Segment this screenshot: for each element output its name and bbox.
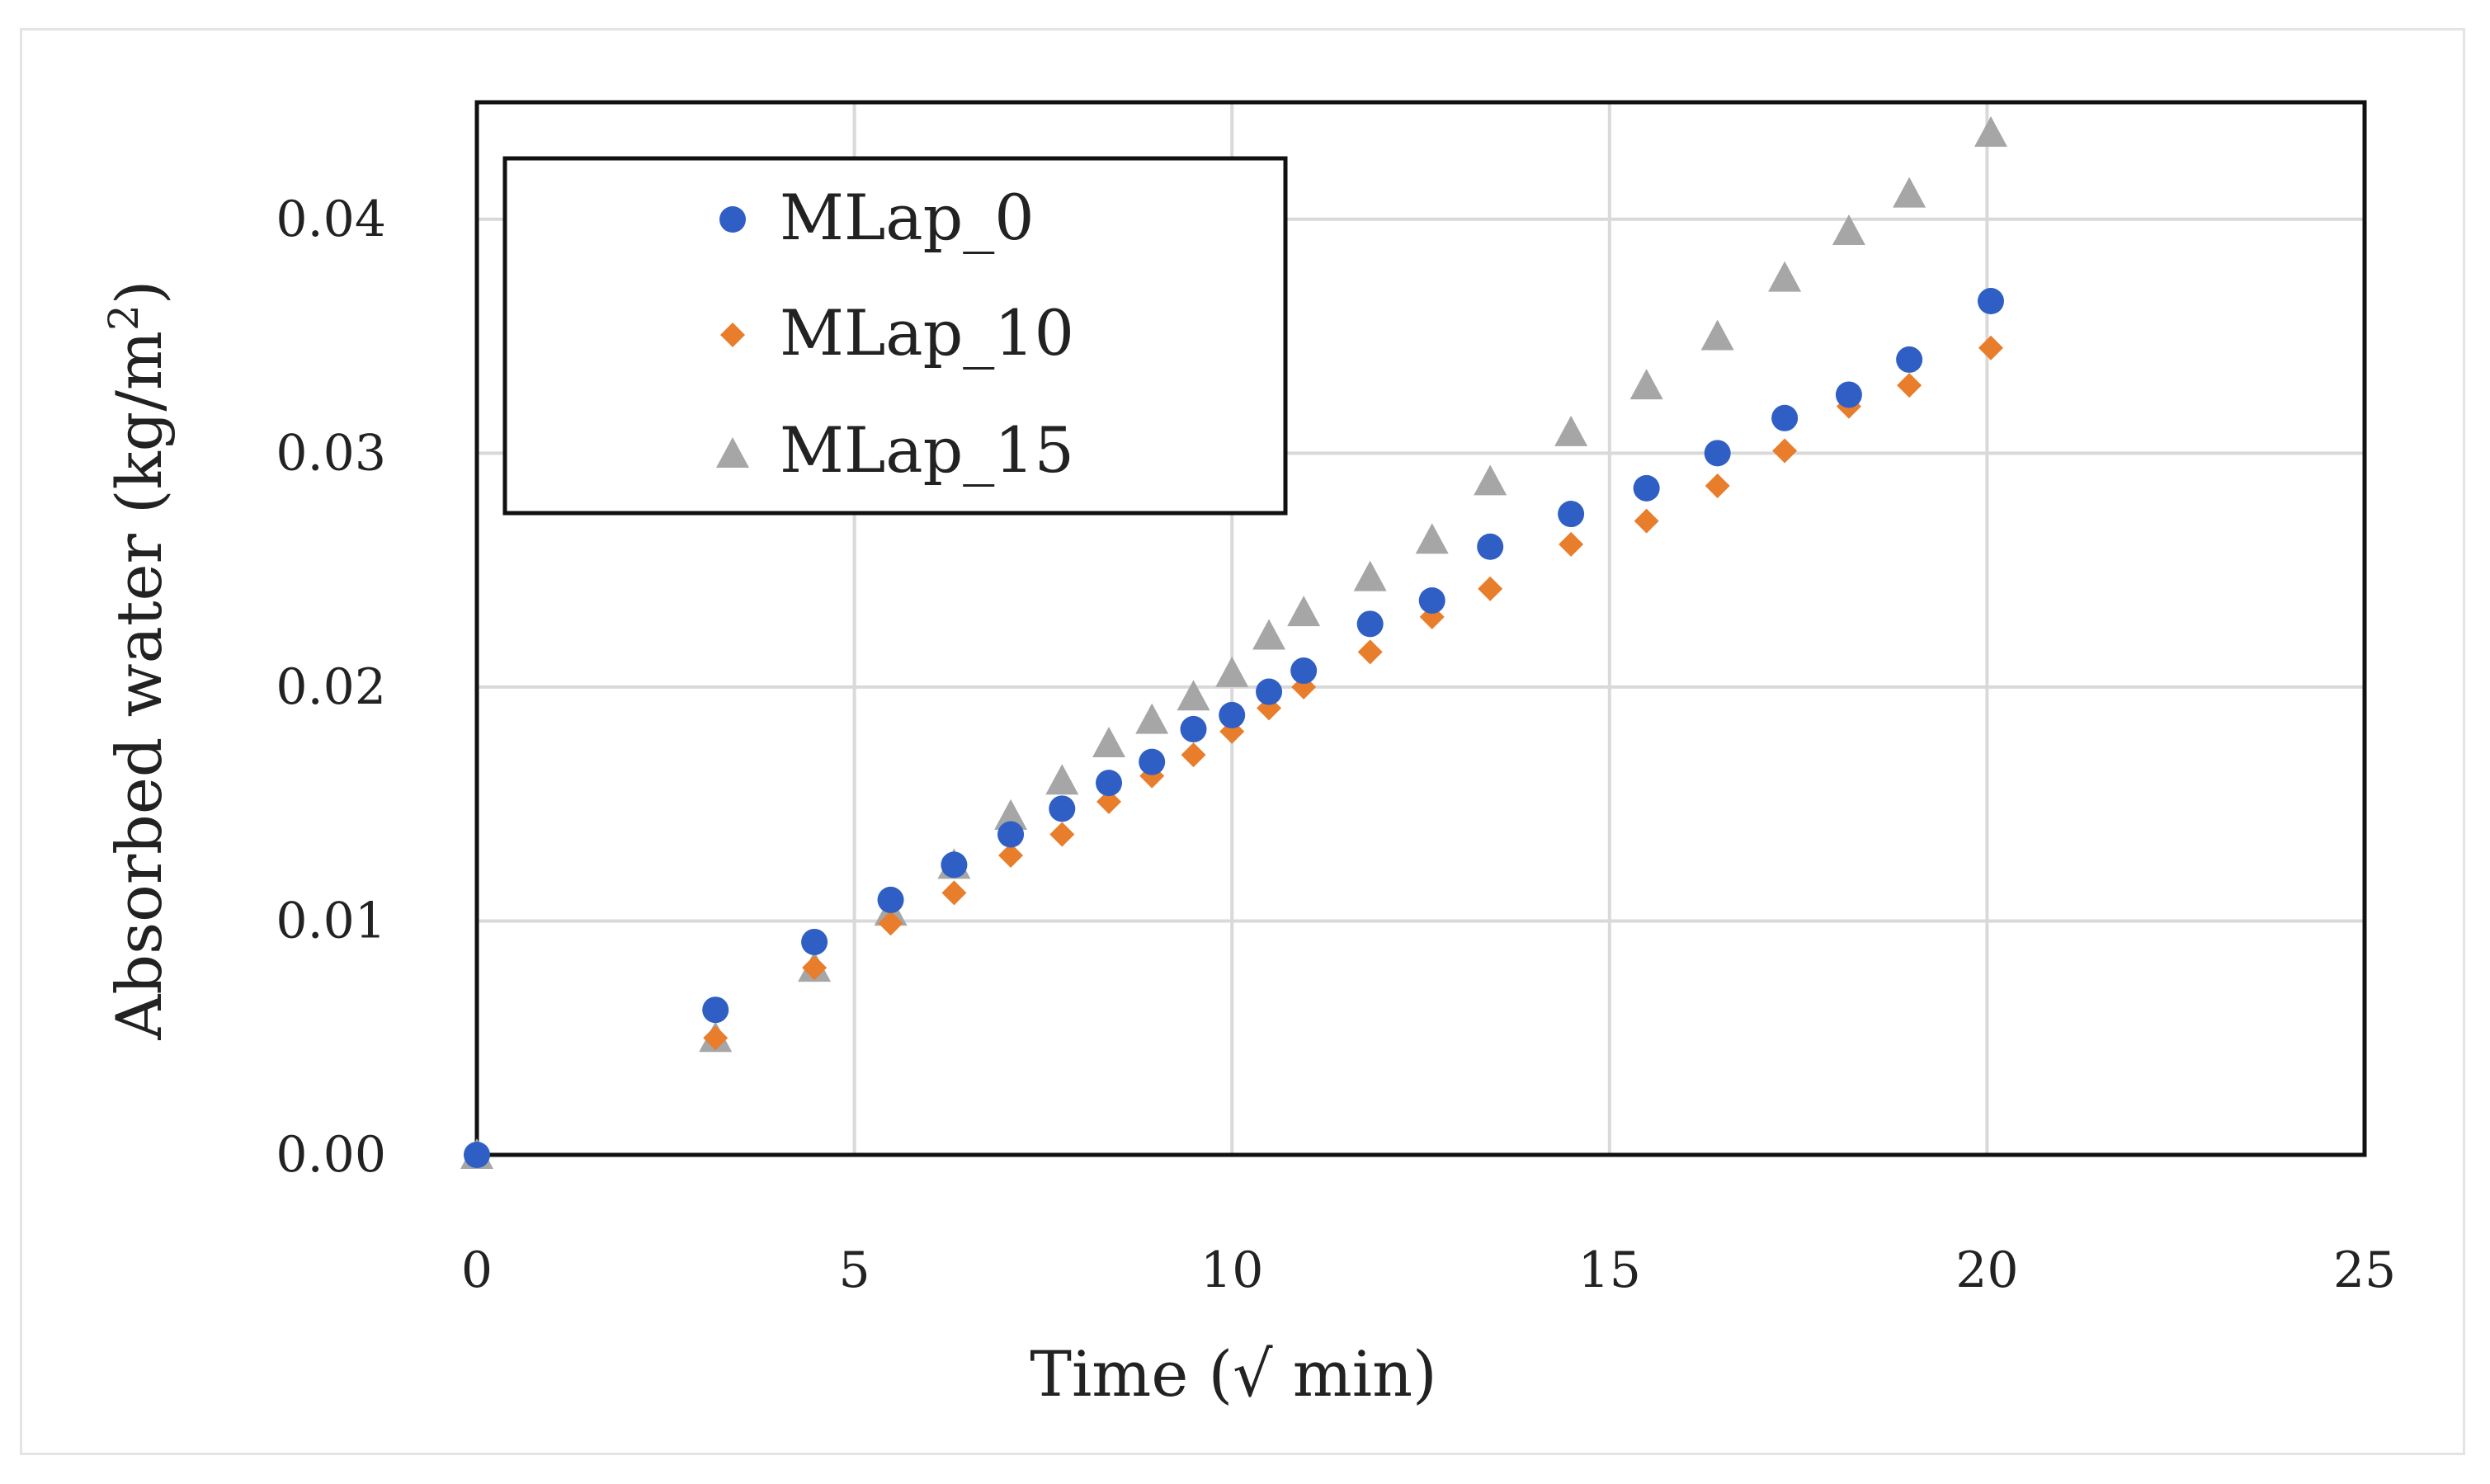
data-point-mlap-10 (802, 955, 828, 981)
x-tick-label: 25 (2333, 1241, 2396, 1299)
y-tick-label: 0.04 (276, 191, 386, 248)
data-point-mlap-10 (1978, 335, 2003, 360)
data-point-mlap-10 (1096, 789, 1122, 814)
data-point-mlap-0 (1704, 440, 1731, 467)
data-point-mlap-15 (1287, 596, 1321, 627)
data-point-mlap-0 (1477, 533, 1504, 560)
data-point-mlap-15 (1215, 656, 1249, 687)
data-point-mlap-0 (941, 851, 968, 879)
y-tick-label: 0.02 (276, 658, 386, 716)
x-tick-label: 5 (839, 1241, 870, 1299)
data-point-mlap-15 (1135, 703, 1169, 734)
data-point-mlap-15 (1768, 261, 1802, 292)
legend-label-mlap-0: MLap_0 (780, 181, 1035, 254)
data-point-mlap-10 (998, 843, 1024, 869)
data-point-mlap-15 (1252, 619, 1286, 650)
data-point-mlap-15 (994, 799, 1028, 830)
data-point-mlap-10 (1559, 531, 1584, 557)
legend-label-mlap-10: MLap_10 (780, 296, 1074, 370)
data-point-mlap-15 (1629, 369, 1663, 400)
data-point-mlap-0 (1256, 678, 1283, 705)
axis-ticks: 0 5 10 15 20 25 0.00 0.01 0.02 0.03 0.04 (276, 191, 2396, 1299)
plot-area-border (474, 100, 2367, 1157)
legend: MLap_0 MLap_10 MLap_15 (502, 156, 1288, 516)
x-axis-title: Time (√ min) (1030, 1337, 1436, 1411)
data-point-mlap-15 (1554, 415, 1588, 446)
data-point-mlap-15 (1893, 177, 1926, 208)
x-tick-label: 10 (1200, 1241, 1263, 1299)
data-point-mlap-0 (801, 928, 828, 955)
y-tick-label: 0.00 (276, 1126, 386, 1184)
y-tick-label: 0.03 (276, 424, 386, 482)
x-tick-label: 20 (1955, 1241, 2018, 1299)
data-point-mlap-0 (1771, 404, 1799, 431)
data-point-mlap-10 (878, 911, 903, 936)
data-point-mlap-0 (464, 1142, 490, 1168)
data-point-mlap-10 (1772, 438, 1798, 464)
data-point-mlap-10 (1357, 639, 1383, 665)
data-point-mlap-0 (1633, 474, 1660, 502)
data-point-mlap-15 (1474, 464, 1507, 496)
data-point-mlap-15 (1353, 560, 1387, 591)
data-point-mlap-10 (1634, 508, 1659, 534)
legend-symbol-mlap-10 (720, 323, 745, 347)
figure-frame (20, 28, 2465, 1455)
data-point-mlap-10 (1705, 473, 1730, 499)
data-point-mlap-10 (1897, 373, 1922, 398)
y-axis-title-superscript: 2 (100, 304, 148, 331)
data-point-mlap-0 (877, 886, 904, 913)
data-markers (460, 115, 2007, 1169)
data-point-mlap-0 (1558, 501, 1585, 528)
data-point-mlap-0 (997, 821, 1025, 848)
data-point-mlap-15 (1700, 319, 1734, 351)
x-tick-label: 15 (1578, 1241, 1641, 1299)
data-point-mlap-0 (1290, 657, 1318, 685)
data-point-mlap-0 (1356, 610, 1384, 638)
data-point-mlap-0 (1977, 288, 2004, 315)
data-point-mlap-10 (941, 880, 967, 906)
data-point-mlap-15 (1974, 115, 2007, 147)
data-point-mlap-10 (1049, 822, 1075, 847)
y-axis-title: Absorbed water (kg/m2) (100, 280, 176, 1041)
y-tick-label: 0.01 (276, 892, 386, 949)
legend-box (502, 156, 1288, 516)
data-point-mlap-10 (703, 1025, 729, 1051)
data-point-mlap-15 (1092, 726, 1126, 757)
data-point-mlap-0 (1418, 587, 1445, 614)
data-point-mlap-0 (1139, 748, 1166, 775)
legend-symbols (716, 206, 749, 468)
data-point-mlap-10 (1181, 742, 1206, 768)
y-axis-title-suffix: ) (102, 280, 176, 305)
legend-symbol-mlap-15 (716, 437, 749, 468)
x-tick-label: 0 (461, 1241, 493, 1299)
data-point-mlap-10 (1478, 576, 1503, 601)
y-axis-title-main: Absorbed water (kg/m (102, 331, 176, 1040)
data-point-mlap-0 (1096, 770, 1123, 797)
data-point-mlap-0 (1219, 701, 1246, 728)
legend-symbol-mlap-0 (719, 206, 746, 233)
data-point-mlap-0 (1180, 715, 1207, 742)
data-point-mlap-0 (702, 996, 729, 1024)
data-point-mlap-15 (1177, 680, 1210, 711)
data-point-mlap-0 (1896, 346, 1923, 373)
data-point-mlap-15 (1045, 764, 1079, 795)
data-point-mlap-0 (1049, 795, 1076, 822)
data-point-mlap-15 (1832, 214, 1865, 245)
legend-label-mlap-15: MLap_15 (780, 413, 1074, 487)
data-point-mlap-15 (1415, 523, 1449, 554)
data-point-mlap-0 (1835, 381, 1862, 408)
